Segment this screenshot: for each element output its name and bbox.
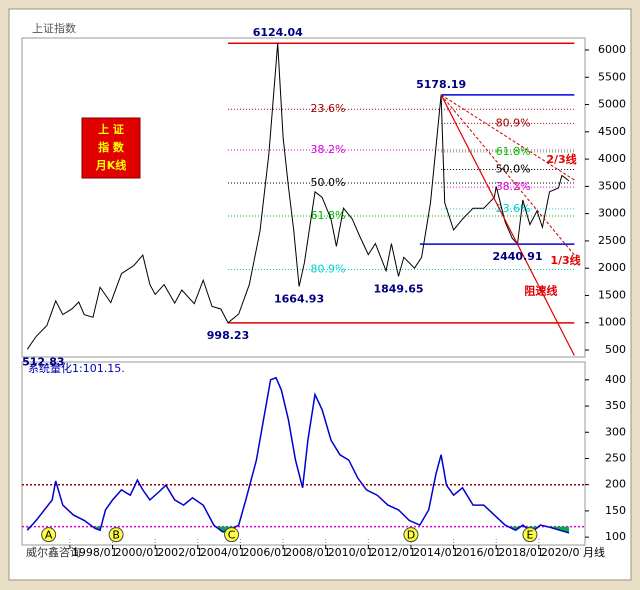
y-tick-label: 2000 <box>598 261 626 274</box>
marker-circle <box>403 527 419 543</box>
y-tick-label: 1500 <box>598 288 626 301</box>
stamp-line: 上 证 <box>98 122 124 136</box>
marker-label: A <box>45 529 53 542</box>
chart-title: 上证指数 <box>32 21 76 35</box>
level-label: 80.9% <box>496 116 531 129</box>
peak-label: 998.23 <box>207 329 249 342</box>
marker-circle <box>41 527 57 543</box>
watermark-box <box>24 546 86 559</box>
peak-label: 2440.91 <box>492 250 542 263</box>
fan-label: 1/3线 <box>550 253 580 267</box>
peak-label: 1849.65 <box>373 282 423 295</box>
x-tick-label: 2014/01 <box>413 546 459 559</box>
y-tick-label: 5000 <box>598 98 626 111</box>
peak-label: 1664.93 <box>274 292 324 305</box>
y-tick-label: 150 <box>605 504 626 517</box>
y-tick-label: 1000 <box>598 316 626 329</box>
level-label: 50.0% <box>311 176 346 189</box>
indicator-panel <box>21 361 586 546</box>
level-label: 23.6% <box>311 102 346 115</box>
y-tick-label: 3500 <box>598 179 626 192</box>
y-tick-label: 4500 <box>598 125 626 138</box>
series-line <box>26 376 570 534</box>
stamp <box>81 117 141 179</box>
marker-circle <box>108 527 124 543</box>
price-panel <box>21 37 586 358</box>
x-tick-label: 1998/01 <box>72 546 118 559</box>
level-label: 61.8% <box>496 145 531 158</box>
y-tick-label: 300 <box>605 425 626 438</box>
x-tick-label: 2000/01 <box>115 546 161 559</box>
marker-label: D <box>407 529 415 542</box>
x-tick-label: 2010/01 <box>328 546 374 559</box>
y-tick-label: 100 <box>605 530 626 543</box>
peak-label: 512.83 <box>22 355 64 368</box>
level-label: 50.0% <box>496 162 531 175</box>
marker-circle <box>224 527 240 543</box>
y-tick-label: 200 <box>605 478 626 491</box>
x-tick-label: 2018/01 <box>498 546 544 559</box>
level-label: 38.2% <box>496 180 531 193</box>
fan-label: 阻速线 <box>524 283 557 297</box>
x-tick-label: 2016/01 <box>456 546 502 559</box>
x-note: 月线 <box>583 545 605 559</box>
level-label: 80.9% <box>311 262 346 275</box>
peak-label: 6124.04 <box>253 26 303 39</box>
y-tick-label: 6000 <box>598 43 626 56</box>
indicator-title: 系统量化1:101.15. <box>28 361 125 375</box>
level-label: 38.2% <box>311 143 346 156</box>
y-tick-label: 2500 <box>598 234 626 247</box>
marker-label: B <box>112 529 120 542</box>
marker-label: E <box>526 529 533 542</box>
y-tick-label: 4000 <box>598 152 626 165</box>
fan-line <box>440 94 575 181</box>
y-tick-label: 350 <box>605 399 626 412</box>
y-tick-label: 500 <box>605 343 626 356</box>
x-tick-label: 2012/01 <box>370 546 416 559</box>
peak-label: 5178.19 <box>416 78 466 91</box>
x-note-box <box>581 546 611 559</box>
y-tick-label: 3000 <box>598 207 626 220</box>
fan-line <box>440 94 575 356</box>
level-label: 61.8% <box>311 209 346 222</box>
x-tick-label: 2008/01 <box>285 546 331 559</box>
marker-label: C <box>228 529 236 542</box>
x-tick-label: 2020/01 <box>541 546 587 559</box>
series-line <box>26 43 570 350</box>
stamp-line: 指 数 <box>98 140 125 154</box>
y-tick-label: 250 <box>605 451 626 464</box>
fan-label: 2/3线 <box>546 152 576 166</box>
x-tick-label: 2002/01 <box>157 546 203 559</box>
watermark: 威尔鑫咨询 <box>26 545 81 559</box>
x-tick-label: 2006/01 <box>242 546 288 559</box>
x-tick-label: 2004/01 <box>200 546 246 559</box>
marker-circle <box>522 527 538 543</box>
below-area <box>547 526 570 533</box>
y-tick-label: 400 <box>605 373 626 386</box>
y-tick-label: 5500 <box>598 70 626 83</box>
stamp-line: 月K线 <box>95 158 127 172</box>
